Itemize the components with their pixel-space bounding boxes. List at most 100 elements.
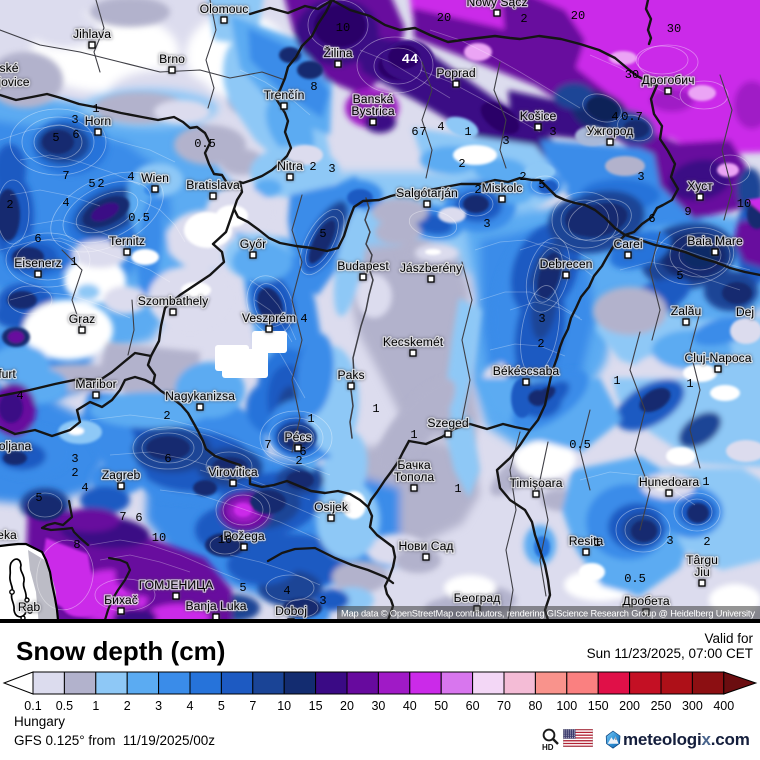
svg-text:3: 3 xyxy=(155,699,162,713)
svg-text:Szeged: Szeged xyxy=(427,416,468,430)
svg-text:Jászberény: Jászberény xyxy=(400,261,463,275)
svg-text:2: 2 xyxy=(519,170,526,184)
svg-text:Žilina: Žilina xyxy=(323,45,352,60)
svg-text:0.5: 0.5 xyxy=(194,137,216,151)
svg-text:30: 30 xyxy=(625,68,639,82)
svg-text:4: 4 xyxy=(611,110,618,124)
svg-text:Cluj-Napoca: Cluj-Napoca xyxy=(684,351,751,365)
svg-text:ГОМЈЕНИЦА: ГОМЈЕНИЦА xyxy=(139,578,214,592)
svg-text:30: 30 xyxy=(371,699,385,713)
svg-text:2: 2 xyxy=(295,454,302,468)
svg-text:4: 4 xyxy=(300,312,307,326)
svg-text:1: 1 xyxy=(372,402,379,416)
svg-text:2: 2 xyxy=(458,157,465,171)
svg-text:20: 20 xyxy=(571,9,585,23)
svg-text:Debrecen: Debrecen xyxy=(540,257,593,271)
svg-text:40: 40 xyxy=(403,699,417,713)
svg-text:150: 150 xyxy=(588,699,609,713)
svg-text:Banja Luka: Banja Luka xyxy=(186,599,247,613)
svg-text:3: 3 xyxy=(502,134,509,148)
svg-text:Trenčín: Trenčín xyxy=(264,88,305,102)
svg-text:3: 3 xyxy=(71,113,78,127)
svg-text:Olomouc: Olomouc xyxy=(200,2,249,16)
svg-text:Graz: Graz xyxy=(69,312,95,326)
svg-text:5: 5 xyxy=(676,269,683,283)
svg-text:6: 6 xyxy=(411,125,418,139)
svg-text:3: 3 xyxy=(328,162,335,176)
svg-text:1: 1 xyxy=(686,377,693,391)
svg-text:3: 3 xyxy=(666,534,673,548)
svg-text:HD: HD xyxy=(542,743,554,751)
svg-text:1: 1 xyxy=(454,482,461,496)
svg-text:1: 1 xyxy=(92,699,99,713)
svg-text:Osijek: Osijek xyxy=(314,500,349,514)
svg-text:Nitra: Nitra xyxy=(277,159,303,173)
svg-text:Hunedoara: Hunedoara xyxy=(639,475,700,489)
svg-text:3: 3 xyxy=(538,312,545,326)
svg-text:70: 70 xyxy=(497,699,511,713)
svg-text:Nowy Sącz: Nowy Sącz xyxy=(467,0,528,9)
svg-text:Jihlava: Jihlava xyxy=(73,27,111,41)
svg-text:6: 6 xyxy=(648,212,655,226)
svg-text:1: 1 xyxy=(593,536,600,550)
svg-text:Carei: Carei xyxy=(613,237,642,251)
svg-text:5: 5 xyxy=(218,699,225,713)
svg-text:2: 2 xyxy=(124,699,131,713)
svg-text:15: 15 xyxy=(309,699,323,713)
svg-text:2: 2 xyxy=(537,337,544,351)
svg-text:Horn: Horn xyxy=(85,114,111,128)
svg-text:Дрогобич: Дрогобич xyxy=(642,73,695,87)
svg-text:10: 10 xyxy=(218,533,232,547)
svg-text:Pécs: Pécs xyxy=(284,430,311,444)
svg-text:Nagykanizsa: Nagykanizsa xyxy=(165,389,235,403)
svg-text:0.1: 0.1 xyxy=(24,699,41,713)
svg-text:0.5: 0.5 xyxy=(56,699,73,713)
svg-text:Map data © OpenStreetMap contr: Map data © OpenStreetMap contributors, r… xyxy=(341,609,755,619)
svg-text:Jiu: Jiu xyxy=(694,565,710,579)
svg-text:4: 4 xyxy=(127,170,134,184)
svg-text:Banská: Banská xyxy=(353,92,394,106)
svg-text:10: 10 xyxy=(277,699,291,713)
svg-text:Bratislava: Bratislava xyxy=(186,178,240,192)
svg-text:Maribor: Maribor xyxy=(75,377,116,391)
svg-text:6: 6 xyxy=(135,511,142,525)
svg-text:1: 1 xyxy=(702,475,709,489)
svg-text:Târgu: Târgu xyxy=(686,553,718,567)
svg-text:1: 1 xyxy=(92,102,99,116)
svg-text:4: 4 xyxy=(62,196,69,210)
svg-text:400: 400 xyxy=(713,699,734,713)
svg-text:2: 2 xyxy=(6,198,13,212)
svg-text:1: 1 xyxy=(410,428,417,442)
svg-text:Virovitica: Virovitica xyxy=(208,465,257,479)
svg-text:5: 5 xyxy=(52,131,59,145)
svg-text:Paks: Paks xyxy=(337,368,364,382)
svg-text:furt: furt xyxy=(0,367,16,381)
svg-text:jovice: jovice xyxy=(0,75,30,89)
svg-text:0.7: 0.7 xyxy=(621,110,643,124)
svg-text:Požega: Požega xyxy=(223,529,265,543)
svg-text:6: 6 xyxy=(299,445,306,459)
svg-text:Zalău: Zalău xyxy=(671,304,702,318)
svg-text:Дробета: Дробета xyxy=(622,594,669,608)
svg-text:5: 5 xyxy=(538,178,545,192)
svg-text:Rab: Rab xyxy=(18,600,41,614)
svg-text:200: 200 xyxy=(619,699,640,713)
svg-text:100: 100 xyxy=(556,699,577,713)
svg-text:44: 44 xyxy=(402,52,419,68)
svg-text:9: 9 xyxy=(684,205,691,219)
svg-text:7: 7 xyxy=(419,125,426,139)
svg-text:Wien: Wien xyxy=(141,171,169,185)
svg-text:Бихаč: Бихаč xyxy=(104,593,138,607)
svg-text:7: 7 xyxy=(249,699,256,713)
svg-text:Veszprém: Veszprém xyxy=(242,311,296,325)
svg-text:6: 6 xyxy=(164,452,171,466)
svg-text:10: 10 xyxy=(737,197,751,211)
svg-text:Poprad: Poprad xyxy=(436,66,475,80)
svg-text:8: 8 xyxy=(73,538,80,552)
svg-text:Ужгород: Ужгород xyxy=(587,124,634,138)
svg-text:Хуст: Хуст xyxy=(687,179,713,193)
svg-text:Kecskemét: Kecskemét xyxy=(383,335,444,349)
svg-text:0.5: 0.5 xyxy=(624,572,646,586)
svg-text:Bystrica: Bystrica xyxy=(351,104,395,118)
svg-text:Doboj: Doboj xyxy=(275,604,307,618)
